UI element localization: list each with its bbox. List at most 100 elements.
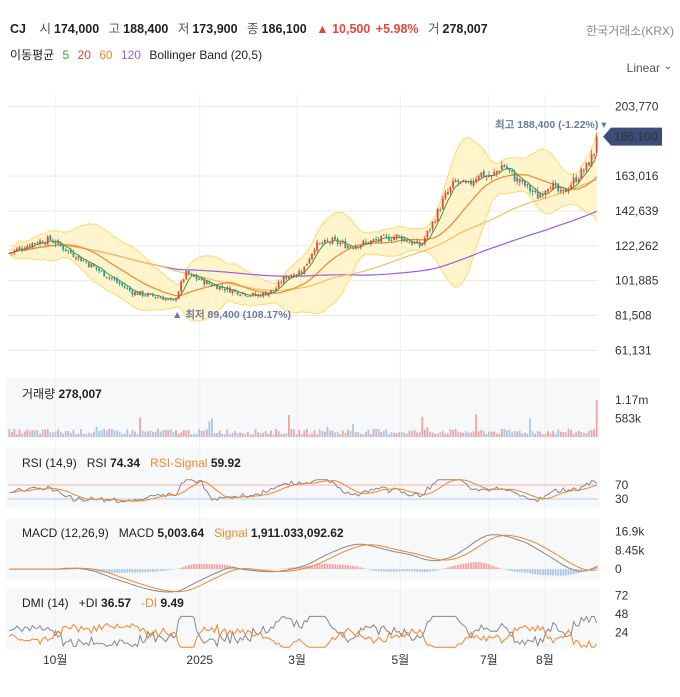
macd-histogram-bar bbox=[395, 569, 398, 572]
macd-histogram-bar bbox=[470, 562, 472, 570]
volume-bar bbox=[536, 431, 539, 437]
macd-histogram-bar bbox=[403, 569, 406, 572]
macd-signal-name: Signal bbox=[214, 526, 248, 540]
volume-bar bbox=[357, 432, 360, 437]
ma-label: 이동평균 bbox=[10, 48, 55, 62]
candle-body bbox=[577, 179, 580, 182]
candle-body bbox=[562, 189, 565, 192]
macd-histogram-bar bbox=[570, 569, 572, 575]
macd-histogram-bar bbox=[298, 566, 301, 570]
dmi-panel-label: DMI (14) +DI 36.57 -DI 9.49 bbox=[22, 596, 184, 610]
volume-bar bbox=[193, 433, 195, 437]
volume-bar bbox=[69, 432, 72, 437]
candle-body bbox=[426, 230, 429, 238]
candle-body bbox=[588, 162, 590, 166]
macd-histogram-bar bbox=[429, 569, 431, 572]
volume-bar bbox=[185, 430, 188, 437]
dmi-title: DMI (14) bbox=[22, 596, 69, 610]
candle-body bbox=[516, 177, 519, 182]
volume-bar bbox=[372, 428, 375, 437]
candle-body bbox=[464, 181, 467, 183]
candle-body bbox=[329, 241, 331, 243]
volume-bar bbox=[462, 432, 465, 437]
macd-histogram-bar bbox=[211, 564, 213, 570]
candle-body bbox=[418, 242, 421, 247]
macd-histogram-bar bbox=[162, 569, 165, 571]
annotations: 최고 188,400 (-1.22%) ▾ ▲ 최저 89,400 (108.17… bbox=[172, 118, 607, 321]
volume-bar bbox=[257, 432, 260, 437]
volume-bar bbox=[64, 431, 67, 437]
macd-histogram-bar bbox=[252, 569, 254, 571]
candle-body bbox=[534, 190, 537, 192]
candle-body bbox=[44, 243, 47, 245]
volume-bar bbox=[349, 430, 352, 437]
volume-bar bbox=[375, 429, 378, 437]
candle-body bbox=[323, 239, 326, 244]
volume-bar bbox=[467, 432, 470, 437]
macd-histogram-bar bbox=[388, 569, 390, 572]
macd-histogram-bar bbox=[506, 569, 508, 571]
macd-histogram-bar bbox=[516, 569, 519, 572]
candle-body bbox=[105, 276, 108, 278]
macd-histogram-bar bbox=[459, 564, 462, 570]
candle-body bbox=[221, 285, 224, 289]
chevron-down-icon[interactable]: ⌄ bbox=[663, 61, 672, 72]
scale-selector[interactable]: Linear bbox=[626, 61, 660, 75]
macd-histogram-bar bbox=[511, 569, 513, 572]
candle-body bbox=[198, 278, 201, 280]
volume-bar bbox=[87, 432, 90, 437]
candle-body bbox=[28, 244, 31, 247]
candle-body bbox=[67, 250, 70, 252]
change-pct: +5.98% bbox=[375, 22, 419, 36]
candle-body bbox=[275, 288, 277, 291]
candle-body bbox=[18, 247, 21, 250]
macd-histogram-bar bbox=[339, 564, 342, 570]
candle-body bbox=[123, 286, 126, 288]
volume-bar bbox=[513, 431, 516, 437]
candle-body bbox=[506, 166, 508, 170]
macd-histogram-bar bbox=[331, 564, 334, 570]
volume-bar bbox=[277, 431, 280, 437]
candle-body bbox=[72, 252, 75, 257]
macd-histogram-bar bbox=[400, 569, 403, 572]
candle-body bbox=[582, 170, 585, 172]
macd-histogram-bar bbox=[436, 569, 439, 571]
ma20-label: 20 bbox=[77, 48, 91, 62]
x-axis-label: 8월 bbox=[536, 653, 554, 667]
volume-bar bbox=[398, 432, 401, 437]
volume-bar bbox=[252, 434, 254, 437]
macd-histogram-bar bbox=[105, 569, 108, 573]
volume-bar bbox=[198, 428, 201, 437]
volume-bar bbox=[321, 431, 324, 437]
candle-body bbox=[439, 209, 442, 211]
candle-body bbox=[82, 260, 85, 262]
candle-body bbox=[434, 221, 437, 223]
rsi-panel-bg bbox=[6, 448, 600, 508]
candle-body bbox=[203, 278, 206, 285]
candle-body bbox=[308, 259, 311, 264]
volume-bar bbox=[364, 432, 367, 437]
volume-bar bbox=[362, 434, 365, 437]
volume-bar bbox=[121, 434, 124, 437]
candle-body bbox=[154, 296, 157, 298]
candle-body bbox=[244, 293, 247, 296]
volume-label: 거 bbox=[428, 22, 440, 36]
indicator-legend[interactable]: 이동평균 5 20 60 120 Bollinger Band (20,5) bbox=[10, 46, 267, 63]
macd-histogram-bar bbox=[103, 569, 106, 573]
volume-bar bbox=[534, 433, 537, 437]
candle-body bbox=[182, 279, 185, 282]
volume-bar bbox=[175, 430, 177, 437]
macd-histogram-bar bbox=[164, 569, 167, 571]
min-annotation: ▲ 최저 89,400 (108.17%) bbox=[172, 308, 291, 321]
dmi-minus-name: -DI bbox=[141, 596, 158, 610]
volume-bar bbox=[290, 428, 293, 437]
volume-bar bbox=[123, 433, 126, 437]
volume-bar bbox=[118, 431, 121, 437]
macd-histogram-bar bbox=[559, 569, 562, 576]
volume-bar bbox=[128, 433, 131, 437]
macd-histogram-bar bbox=[493, 566, 496, 570]
macd-histogram-bar bbox=[157, 569, 159, 572]
volume-bar bbox=[416, 432, 419, 437]
volume-bar bbox=[308, 434, 311, 437]
